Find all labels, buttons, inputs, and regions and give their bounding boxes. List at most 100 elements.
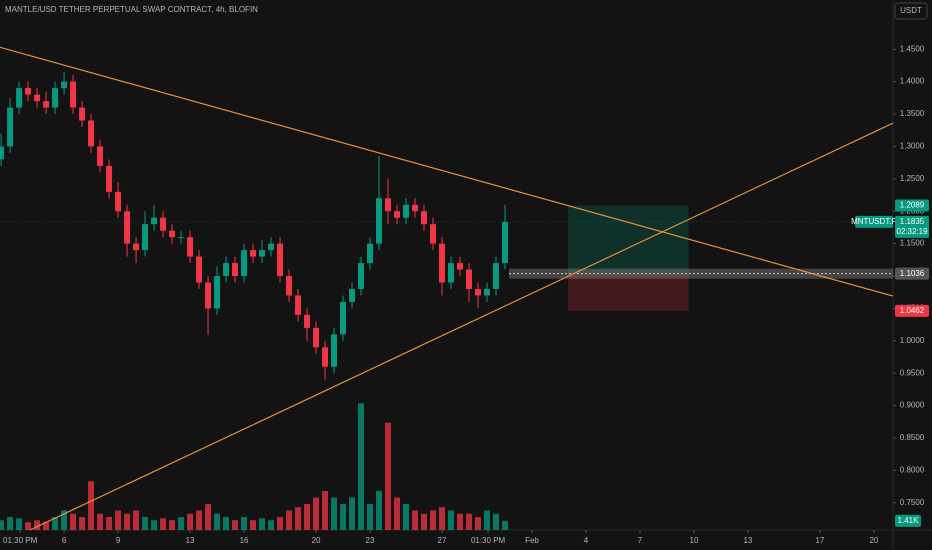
candle-body xyxy=(250,250,257,257)
candle-body xyxy=(124,211,131,244)
candle-body xyxy=(223,263,230,277)
last-price-box xyxy=(855,215,893,228)
candle-body xyxy=(313,327,320,348)
candle-body xyxy=(358,263,365,289)
volume-label: 1.41K xyxy=(898,516,920,525)
volume-bar xyxy=(223,517,230,530)
volume-bar xyxy=(43,521,50,530)
volume-bar xyxy=(286,510,293,530)
stop-label: 1.0462 xyxy=(900,306,925,315)
volume-bar xyxy=(277,517,284,530)
volume-bar xyxy=(25,522,32,530)
volume-bar xyxy=(340,504,347,530)
x-tick-label: 13 xyxy=(743,536,752,545)
x-tick-label: 13 xyxy=(186,536,195,545)
symbol-label: MNTUSDT.P xyxy=(851,217,897,226)
y-tick-label: 1.1500 xyxy=(900,239,925,248)
candle-body xyxy=(430,224,437,244)
x-tick-label: 01:30 PM xyxy=(3,536,38,545)
volume-bar xyxy=(88,481,95,530)
candle-body xyxy=(16,88,23,108)
y-tick-label: 1.0000 xyxy=(900,336,925,345)
target-zone xyxy=(567,205,689,274)
x-tick-label: 10 xyxy=(690,536,699,545)
candle-body xyxy=(447,263,454,283)
candle-body xyxy=(187,237,194,257)
candle-body xyxy=(169,230,176,238)
currency-button[interactable] xyxy=(894,2,928,20)
currency-button-label[interactable]: USDT xyxy=(900,6,922,15)
volume-bar xyxy=(465,513,472,530)
candle-body xyxy=(52,88,59,108)
volume-bar xyxy=(205,504,212,530)
volume-bar xyxy=(367,504,374,530)
x-tick-label: 01:30 PM xyxy=(471,536,506,545)
x-tick-label: 27 xyxy=(438,536,447,545)
candle-body xyxy=(232,263,239,277)
candle-body xyxy=(115,191,122,212)
candle-body xyxy=(133,243,140,251)
candle-body xyxy=(61,81,68,89)
volume-bar xyxy=(349,497,356,530)
volume-bar xyxy=(196,510,203,530)
candle-body xyxy=(483,288,490,296)
candle-body xyxy=(70,81,77,108)
y-tick-label: 1.4000 xyxy=(900,77,925,86)
candle-body xyxy=(79,107,86,121)
candle-body xyxy=(196,256,203,283)
plot xyxy=(0,46,894,531)
candle-body xyxy=(259,250,266,257)
candle-body xyxy=(106,165,113,192)
volume-bar xyxy=(187,513,194,530)
volume-bar xyxy=(250,520,257,530)
volume-bar xyxy=(322,491,329,530)
candle-body xyxy=(322,347,329,367)
volume-bar xyxy=(259,518,266,530)
x-tick-label: 20 xyxy=(869,536,878,545)
candle-body xyxy=(474,288,481,296)
volume-bar xyxy=(61,510,68,530)
volume-bar xyxy=(394,497,401,530)
candle-body xyxy=(241,250,248,277)
y-tick-label: 1.4500 xyxy=(900,44,925,53)
volume-bar xyxy=(295,507,302,530)
volume-bar xyxy=(0,520,5,530)
candle-body xyxy=(331,334,338,367)
y-tick-label: 0.7500 xyxy=(900,498,925,507)
volume-bar xyxy=(376,491,383,530)
candle-body xyxy=(0,146,5,160)
volume-bar xyxy=(313,497,320,530)
candle-body xyxy=(151,217,158,225)
candle-body xyxy=(97,146,104,166)
candle-body xyxy=(456,263,463,270)
volume-bar xyxy=(439,507,446,530)
stop-label-box xyxy=(895,304,929,317)
countdown-label: 02:32:19 xyxy=(896,227,928,236)
candle-body xyxy=(160,217,167,231)
volume-bar xyxy=(178,517,185,530)
x-tick-label: 17 xyxy=(815,536,824,545)
candle-body xyxy=(304,314,311,328)
y-tick-label: 1.3000 xyxy=(900,142,925,151)
candle-body xyxy=(286,276,293,296)
volume-bar xyxy=(358,403,365,530)
candle-body xyxy=(268,243,275,251)
candle-body xyxy=(385,198,392,212)
x-tick-label: 6 xyxy=(62,536,67,545)
volume-bar xyxy=(79,517,86,530)
candle-body xyxy=(349,288,356,302)
volume-bar xyxy=(403,504,410,530)
trendline xyxy=(0,46,894,297)
candle-body xyxy=(465,269,472,289)
candle-body xyxy=(25,88,32,95)
volume-bar xyxy=(232,520,239,530)
x-tick-label: 23 xyxy=(366,536,375,545)
volume-bar xyxy=(483,510,490,530)
volume-bar xyxy=(160,518,167,530)
volume-bar xyxy=(331,497,338,530)
volume-bar xyxy=(430,510,437,530)
candle-body xyxy=(492,263,499,289)
candle-body xyxy=(34,94,41,102)
y-tick-label: 1.2500 xyxy=(900,174,925,183)
